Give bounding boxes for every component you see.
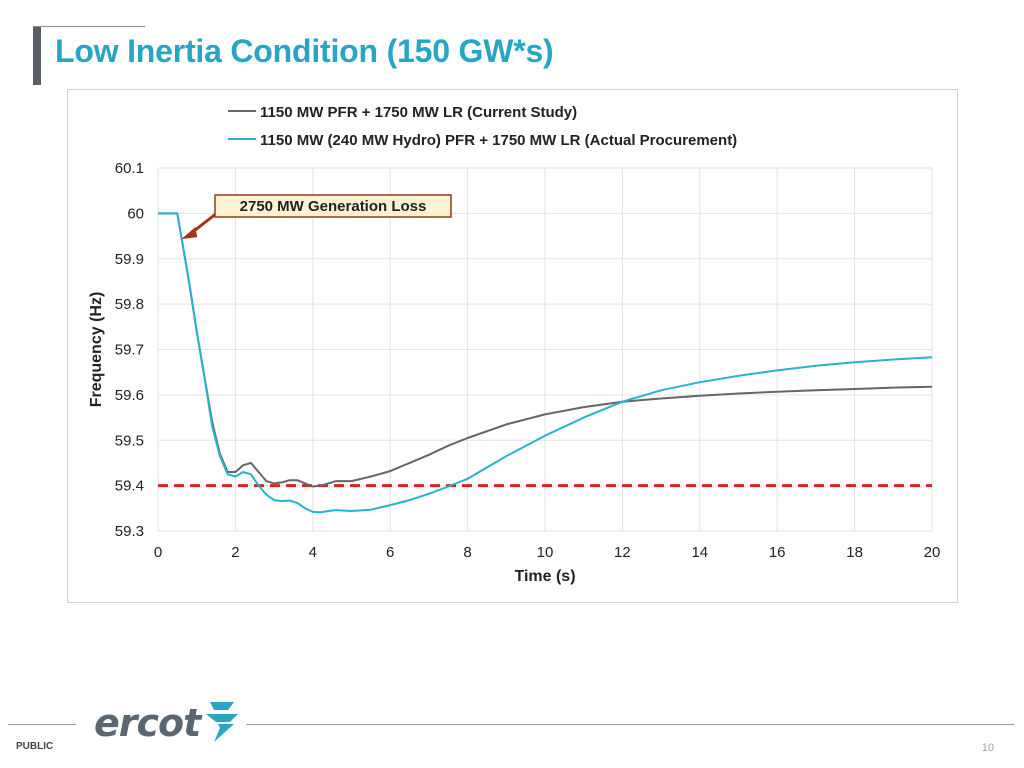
y-tick-label: 59.6: [115, 387, 144, 404]
title-accent-bar: [33, 27, 41, 85]
x-tick-label: 12: [614, 544, 631, 561]
annotation-box: [214, 194, 452, 218]
x-tick-label: 16: [769, 544, 786, 561]
frequency-chart: 0 2 4 6 8 10 12 14 16 18 20 60.1 60 59.9 59.8 59.7 59.6 5…: [88, 104, 941, 585]
x-tick-label: 4: [309, 544, 317, 561]
y-axis-title: Frequency (Hz): [88, 292, 105, 408]
footer-classification: PUBLIC: [16, 741, 54, 752]
series-line-2: [158, 212, 933, 514]
annotation-arrow-head: [181, 227, 198, 240]
y-tick-label: 60.1: [115, 160, 144, 177]
title-top-rule: [33, 26, 145, 27]
footer-rule-right: [246, 724, 1014, 725]
x-tick-label: 8: [463, 544, 471, 561]
x-tick-label: 2: [231, 544, 239, 561]
y-tick-label: 59.7: [115, 342, 144, 359]
x-tick-label: 14: [691, 544, 708, 561]
y-tick-label: 59.5: [115, 432, 144, 449]
chart-frame: 0 2 4 6 8 10 12 14 16 18 20 60.1 60 59.9 59.8 59.7 59.6 5…: [67, 89, 958, 603]
x-tick-label: 6: [386, 544, 394, 561]
y-tick-label: 60: [127, 205, 144, 222]
legend-entry: 1150 MW PFR + 1750 MW LR (Current Study): [260, 104, 577, 121]
page-title: Low Inertia Condition (150 GW*s): [55, 33, 554, 69]
page-number: 10: [981, 742, 994, 754]
ercot-star-icon: [204, 698, 240, 749]
x-tick-label: 10: [537, 544, 554, 561]
y-tick-label: 59.3: [115, 523, 144, 540]
legend-entry: 1150 MW (240 MW Hydro) PFR + 1750 MW LR …: [260, 132, 737, 149]
x-tick-label: 18: [846, 544, 863, 561]
x-tick-label: 0: [154, 544, 162, 561]
y-tick-label: 59.9: [115, 251, 144, 268]
x-axis-title: Time (s): [514, 568, 575, 585]
footer-rule-left: [8, 724, 76, 725]
logo-text: ercot: [94, 701, 201, 745]
y-tick-label: 59.8: [115, 296, 144, 313]
annotation-label: 2750 MW Generation Loss: [240, 198, 427, 215]
ercot-logo: ercot: [94, 697, 240, 749]
x-tick-label: 20: [924, 544, 941, 561]
y-tick-label: 59.4: [115, 478, 144, 495]
